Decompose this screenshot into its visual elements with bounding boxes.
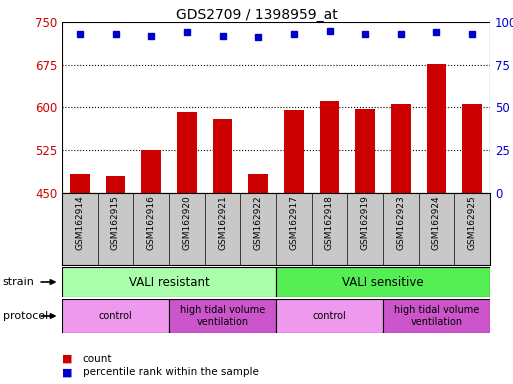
Text: high tidal volume
ventilation: high tidal volume ventilation: [394, 305, 479, 327]
Bar: [383, 299, 490, 333]
Bar: [62, 267, 276, 297]
Bar: [106, 176, 125, 193]
Bar: [213, 119, 232, 193]
Text: VALI sensitive: VALI sensitive: [342, 275, 424, 288]
Text: GSM162920: GSM162920: [182, 195, 191, 250]
Text: GSM162924: GSM162924: [432, 195, 441, 250]
Text: VALI resistant: VALI resistant: [129, 275, 209, 288]
Text: percentile rank within the sample: percentile rank within the sample: [83, 367, 259, 377]
Text: GSM162923: GSM162923: [397, 195, 405, 250]
Bar: [391, 104, 410, 193]
Bar: [462, 104, 482, 193]
Text: count: count: [83, 354, 112, 364]
Text: GSM162918: GSM162918: [325, 195, 334, 250]
Bar: [62, 299, 169, 333]
Bar: [70, 174, 90, 193]
Bar: [276, 267, 490, 297]
Bar: [169, 299, 276, 333]
Bar: [320, 101, 339, 193]
Bar: [142, 150, 161, 193]
Text: control: control: [312, 311, 346, 321]
Text: GSM162914: GSM162914: [75, 195, 84, 250]
Text: protocol: protocol: [3, 311, 48, 321]
Bar: [177, 112, 196, 193]
Text: high tidal volume
ventilation: high tidal volume ventilation: [180, 305, 265, 327]
Text: ■: ■: [62, 354, 72, 364]
Text: strain: strain: [3, 277, 34, 287]
Text: GDS2709 / 1398959_at: GDS2709 / 1398959_at: [175, 8, 338, 22]
Text: GSM162916: GSM162916: [147, 195, 155, 250]
Bar: [276, 299, 383, 333]
Text: GSM162917: GSM162917: [289, 195, 299, 250]
Text: GSM162919: GSM162919: [361, 195, 370, 250]
Text: GSM162921: GSM162921: [218, 195, 227, 250]
Text: GSM162915: GSM162915: [111, 195, 120, 250]
Text: ■: ■: [62, 367, 72, 377]
Bar: [356, 109, 375, 193]
Text: control: control: [98, 311, 132, 321]
Bar: [427, 64, 446, 193]
Bar: [284, 110, 304, 193]
Text: GSM162922: GSM162922: [253, 195, 263, 250]
Text: GSM162925: GSM162925: [468, 195, 477, 250]
Bar: [248, 174, 268, 193]
